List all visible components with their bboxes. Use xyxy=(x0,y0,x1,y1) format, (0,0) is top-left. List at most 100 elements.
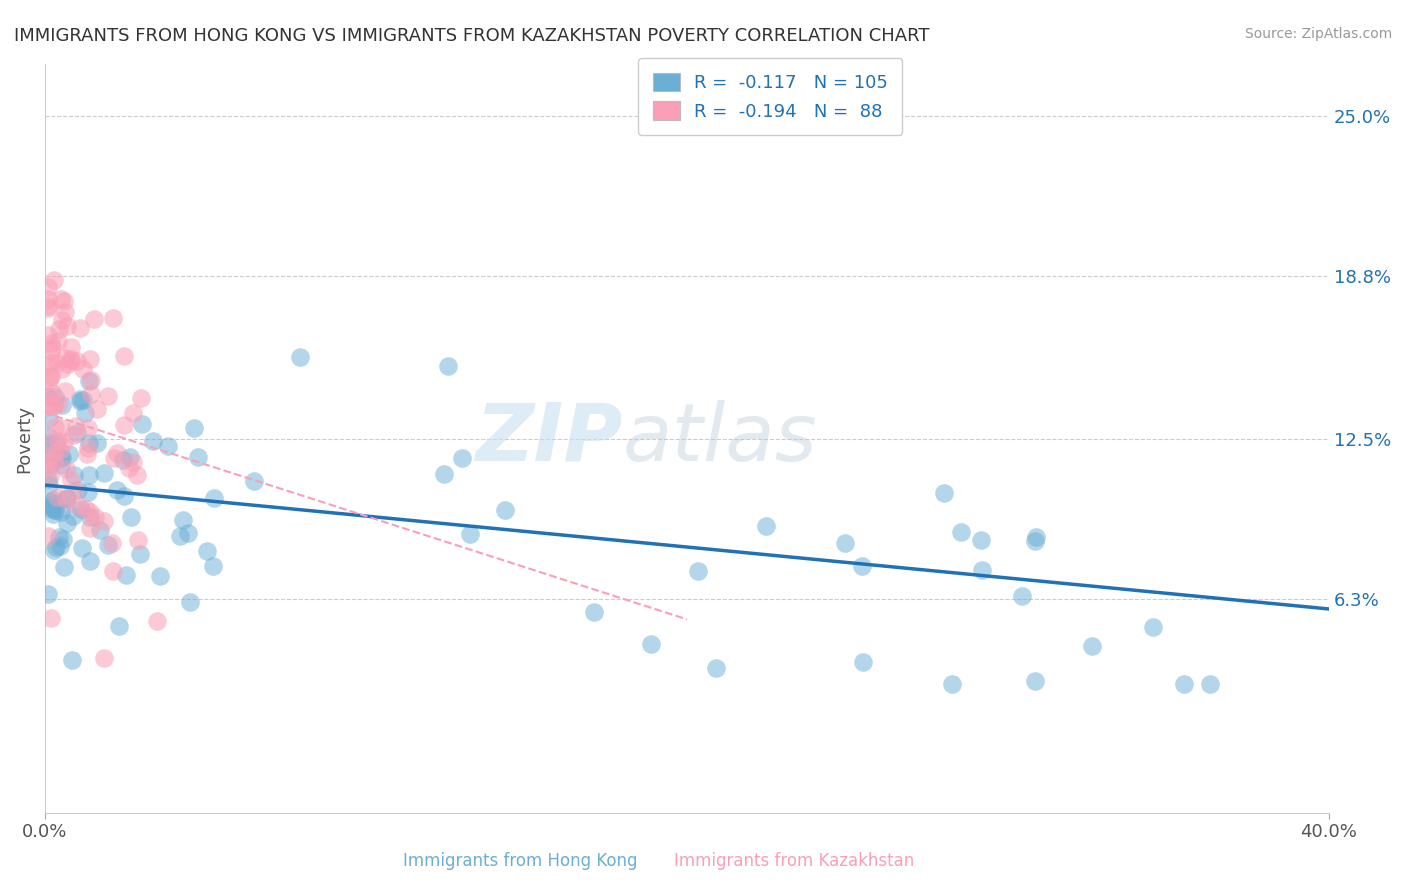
Point xyxy=(66,483,89,498)
Point xyxy=(37,529,59,543)
Point xyxy=(80,386,103,401)
Point xyxy=(63,483,86,498)
Point xyxy=(55,491,77,506)
Point xyxy=(60,351,83,366)
Point xyxy=(179,595,201,609)
Point xyxy=(41,498,63,512)
Point xyxy=(38,370,60,384)
Text: IMMIGRANTS FROM HONG KONG VS IMMIGRANTS FROM KAZAKHSTAN POVERTY CORRELATION CHAR: IMMIGRANTS FROM HONG KONG VS IMMIGRANTS … xyxy=(14,27,929,45)
Point xyxy=(1025,530,1047,544)
Point xyxy=(60,354,83,368)
Point xyxy=(128,548,150,562)
Point xyxy=(38,495,60,509)
Point xyxy=(49,539,72,553)
Point xyxy=(53,305,76,319)
Point xyxy=(62,509,84,524)
Point xyxy=(118,450,141,464)
Point xyxy=(202,491,225,505)
Point xyxy=(48,434,70,449)
Point xyxy=(53,384,76,399)
Point xyxy=(56,318,79,333)
Point xyxy=(100,535,122,549)
Point xyxy=(83,509,105,524)
Point xyxy=(45,436,67,450)
Point xyxy=(37,279,59,293)
Point xyxy=(42,453,65,467)
Point xyxy=(66,425,89,440)
Text: ZIP: ZIP xyxy=(475,400,623,477)
Point xyxy=(48,322,70,336)
Point xyxy=(38,374,60,388)
Point xyxy=(38,468,60,483)
Point xyxy=(39,336,62,351)
Point xyxy=(129,391,152,405)
Point xyxy=(494,503,516,517)
Point xyxy=(55,462,77,476)
Point xyxy=(58,447,80,461)
Point xyxy=(932,485,955,500)
Point xyxy=(77,421,100,435)
Point xyxy=(37,429,59,443)
Point xyxy=(97,389,120,403)
Point xyxy=(101,310,124,325)
Point xyxy=(75,406,97,420)
Point xyxy=(79,351,101,366)
Point xyxy=(195,543,218,558)
Point xyxy=(60,653,83,667)
Point xyxy=(37,389,59,403)
Point xyxy=(39,343,62,358)
Point xyxy=(37,301,59,316)
Point xyxy=(51,458,73,472)
Point xyxy=(39,611,62,625)
Point xyxy=(852,655,875,669)
Point xyxy=(37,328,59,343)
Point xyxy=(37,299,59,313)
Point xyxy=(112,489,135,503)
Point xyxy=(42,399,65,413)
Point xyxy=(103,451,125,466)
Point xyxy=(83,312,105,326)
Point xyxy=(49,421,72,435)
Point xyxy=(52,294,75,309)
Point xyxy=(79,510,101,524)
Point xyxy=(42,507,65,521)
Point xyxy=(37,400,59,414)
Point xyxy=(112,349,135,363)
Point xyxy=(41,385,63,400)
Point xyxy=(1199,677,1222,691)
Point xyxy=(48,334,70,348)
Point xyxy=(1024,533,1046,548)
Point xyxy=(44,390,66,404)
Point xyxy=(970,533,993,548)
Point xyxy=(77,485,100,500)
Point xyxy=(42,273,65,287)
Point xyxy=(108,619,131,633)
Point xyxy=(48,530,70,544)
Point xyxy=(754,519,776,533)
Legend: R =  -0.117   N = 105, R =  -0.194   N =  88: R = -0.117 N = 105, R = -0.194 N = 88 xyxy=(638,58,903,135)
Point xyxy=(46,491,69,505)
Point xyxy=(62,428,84,442)
Point xyxy=(66,354,89,368)
Point xyxy=(704,661,727,675)
Point xyxy=(120,510,142,524)
Point xyxy=(77,467,100,482)
Text: Immigrants from Kazakhstan: Immigrants from Kazakhstan xyxy=(675,852,914,870)
Point xyxy=(949,525,972,540)
Point xyxy=(37,358,59,372)
Point xyxy=(46,356,69,370)
Point xyxy=(72,361,94,376)
Point xyxy=(37,436,59,450)
Point xyxy=(52,435,75,450)
Point xyxy=(93,515,115,529)
Point xyxy=(93,466,115,480)
Point xyxy=(131,417,153,431)
Point xyxy=(38,411,60,425)
Point xyxy=(37,454,59,468)
Point xyxy=(44,503,66,517)
Point xyxy=(59,474,82,488)
Point xyxy=(834,536,856,550)
Point xyxy=(66,498,89,512)
Point xyxy=(42,492,65,507)
Point xyxy=(187,450,209,464)
